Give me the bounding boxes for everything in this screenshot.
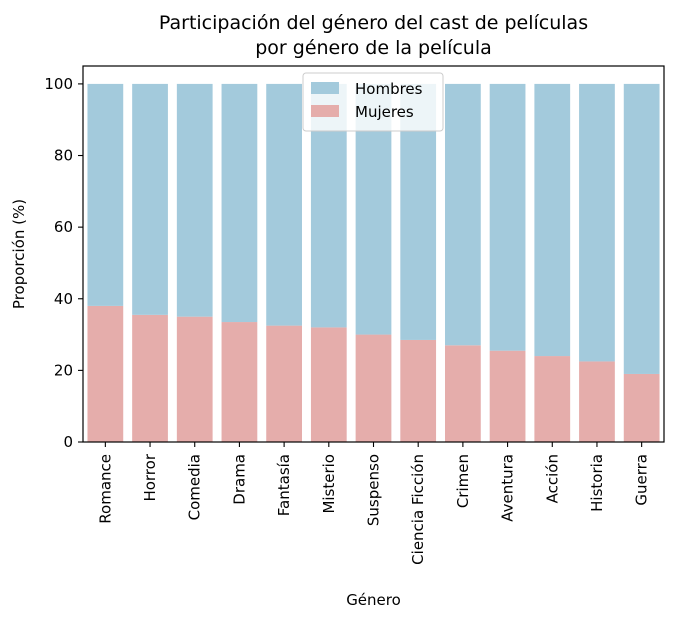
legend: Hombres Mujeres [302,72,444,132]
legend-swatch-hombres [311,82,339,94]
x-tick-label: Suspenso [365,454,383,526]
bar-mujeres [221,322,258,442]
y-tick-label: 60 [54,218,73,236]
bar-hombres [579,83,615,362]
bar-hombres [87,83,124,306]
x-tick-label: Historia [588,454,606,512]
bar-mujeres [310,327,347,442]
bar-mujeres [355,334,392,442]
bar-hombres [221,83,258,323]
bar-mujeres [132,314,168,442]
bars [87,83,660,442]
bar-hombres [266,83,302,326]
bar-hombres [176,83,213,317]
x-axis-ticks: Romance Horror Comedia Drama Fantasía Misteri… [96,442,651,565]
bar-hombres [132,83,168,315]
bar-hombres [534,83,571,357]
x-tick-label: Guerra [633,454,651,506]
bar-mujeres [176,316,213,442]
bar-mujeres [489,350,526,442]
legend-swatch-mujeres [311,105,339,117]
x-axis-label: Género [346,591,401,609]
chart-title-line: por género de la película [255,37,492,59]
x-tick-label: Horror [141,453,159,501]
y-tick-label: 0 [63,433,73,451]
x-tick-label: Romance [96,454,114,524]
y-tick-label: 100 [44,75,73,93]
x-tick-label: Drama [230,454,248,505]
x-tick-label: Comedia [186,454,204,520]
y-tick-label: 20 [54,361,73,379]
bar-mujeres [534,356,571,442]
y-tick-label: 80 [54,147,73,165]
bar-mujeres [579,361,615,442]
bar-hombres [489,83,526,351]
chart-title: Participación del género del cast de pel… [159,12,588,59]
bar-mujeres [445,345,481,442]
x-tick-label: Aventura [499,454,517,522]
legend-label-mujeres: Mujeres [355,103,414,121]
bar-mujeres [266,325,302,442]
x-tick-label: Misterio [320,454,338,514]
y-tick-label: 40 [54,290,73,308]
bar-hombres [445,83,481,346]
y-axis-ticks: 0 20 40 60 80 100 [44,75,83,451]
x-tick-label: Fantasía [275,454,293,516]
chart-title-line: Participación del género del cast de pel… [159,12,588,34]
x-tick-label: Crimen [454,454,472,508]
y-axis-label: Proporción (%) [10,199,28,309]
x-tick-label: Acción [543,454,561,503]
bar-mujeres [87,305,124,442]
bar-mujeres [400,339,437,442]
bar-mujeres [623,373,660,442]
bar-hombres [623,83,660,374]
x-tick-label: Ciencia Ficción [409,454,427,565]
legend-label-hombres: Hombres [355,80,423,98]
